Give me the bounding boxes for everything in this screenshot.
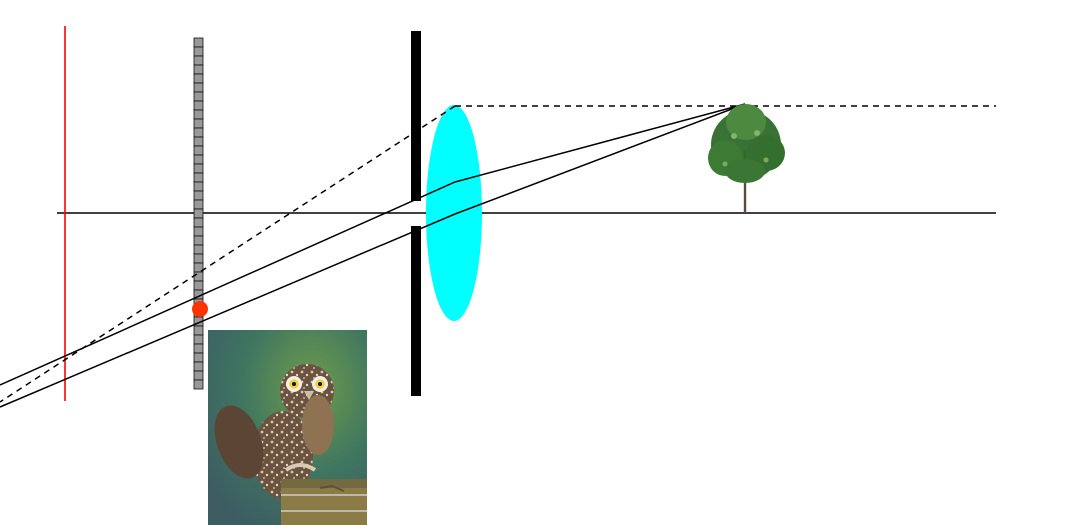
sensor-cell [193, 379, 204, 390]
sensor-cell [193, 244, 204, 255]
sensor-cell [193, 208, 204, 219]
sensor-cell [193, 280, 204, 291]
sensor-cell [193, 145, 204, 156]
sensor-cell [193, 163, 204, 174]
aperture-stop-bottom [411, 226, 421, 396]
sensor-cell [193, 325, 204, 336]
owl-photo-icon [208, 330, 367, 525]
sensor-cell [193, 271, 204, 282]
sensor-cell [193, 226, 204, 237]
sensor-cell [193, 82, 204, 93]
sensor-cell [193, 217, 204, 228]
sensor-cell [193, 199, 204, 210]
sensor-cell [193, 100, 204, 111]
aperture-stop-top [411, 31, 421, 201]
dashed-ray-refracted [0, 105, 456, 403]
sensor-cell [193, 154, 204, 165]
sensor-cell [193, 334, 204, 345]
sensor-cell [193, 352, 204, 363]
sensor-cell [193, 37, 204, 48]
sensor-strip [193, 37, 204, 390]
sensor-cell [193, 127, 204, 138]
sensor-cell [193, 73, 204, 84]
sensor-cell [193, 181, 204, 192]
image-point-dot [192, 301, 208, 317]
sensor-cell [193, 109, 204, 120]
sensor-cell [193, 55, 204, 66]
sensor-cell [193, 64, 204, 75]
sensor-cell [193, 343, 204, 354]
sensor-cell [193, 190, 204, 201]
sensor-cell [193, 136, 204, 147]
sensor-cell [193, 172, 204, 183]
sensor-cell [193, 235, 204, 246]
sensor-cell [193, 118, 204, 129]
ray-through-center [0, 103, 746, 408]
sensor-cell [193, 46, 204, 57]
tree-icon [708, 104, 785, 213]
sensor-cell [193, 361, 204, 372]
lens [426, 105, 482, 321]
ray-through-upper-lens [0, 103, 746, 386]
sensor-cell [193, 253, 204, 264]
sensor-cell [193, 370, 204, 381]
sensor-cell [193, 91, 204, 102]
